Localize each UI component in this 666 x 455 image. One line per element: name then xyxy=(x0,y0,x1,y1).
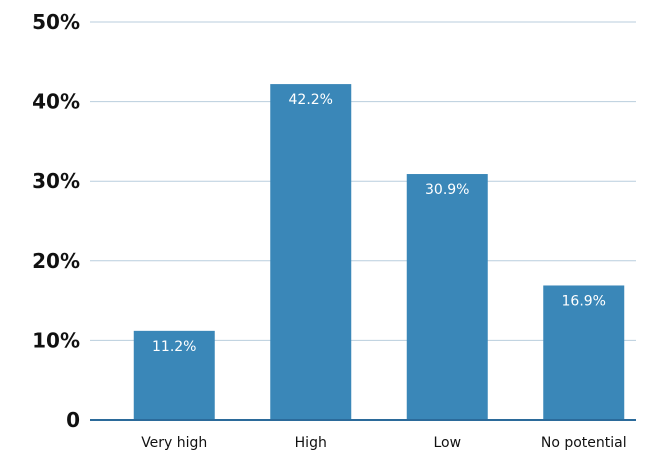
y-tick-label: 10% xyxy=(32,328,80,352)
bar xyxy=(406,174,488,420)
axis-layer: 0 10% 20% 30% 40% 50% Very high High Low No poten… xyxy=(32,10,636,451)
bar-layer: 11.2% 42.2% 30.9% 16.9% xyxy=(133,84,625,420)
y-tick-label: 30% xyxy=(32,169,80,193)
bar xyxy=(270,84,352,420)
x-tick-label: Low xyxy=(433,435,461,451)
x-tick-label: High xyxy=(295,435,327,451)
data-label: 16.9% xyxy=(562,293,606,309)
bar xyxy=(133,330,215,420)
data-label: 11.2% xyxy=(152,339,196,355)
y-tick-label: 40% xyxy=(32,90,80,114)
y-tick-label: 50% xyxy=(32,10,80,34)
x-tick-label: No potential xyxy=(541,435,627,451)
y-tick-label: 0 xyxy=(66,408,80,432)
y-tick-label: 20% xyxy=(32,249,80,273)
bar xyxy=(543,285,625,420)
data-label: 42.2% xyxy=(289,92,333,108)
x-tick-label: Very high xyxy=(141,435,207,451)
data-label: 30.9% xyxy=(425,182,469,198)
